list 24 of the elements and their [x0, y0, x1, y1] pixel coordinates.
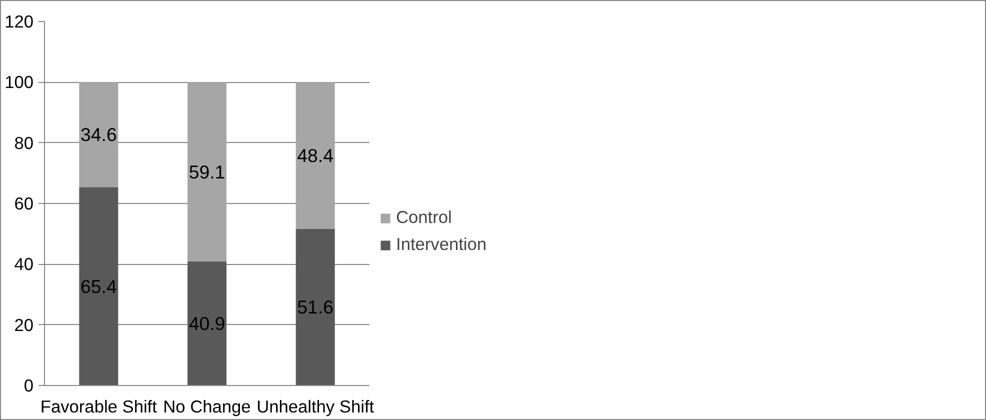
- x-tick-label: Unhealthy Shift: [256, 396, 374, 416]
- y-tick-label: 80: [14, 132, 34, 153]
- data-label: 40.9: [188, 312, 226, 334]
- data-label: 65.4: [80, 276, 117, 297]
- data-label: 59.1: [188, 161, 226, 182]
- bar: [296, 228, 335, 386]
- data-label: 34.6: [80, 124, 117, 146]
- data-label: 48.4: [297, 145, 334, 166]
- bar: [188, 82, 226, 262]
- y-tick-label: 0: [24, 376, 34, 396]
- legend-label: Control: [396, 207, 452, 228]
- y-tick-label: 60: [14, 194, 34, 214]
- y-tick-label: 40: [14, 254, 34, 274]
- x-tick-label: No Change: [163, 396, 251, 416]
- y-tick-label: 100: [4, 72, 34, 92]
- bar: [79, 82, 118, 188]
- data-label: 51.6: [297, 296, 334, 318]
- x-tick-label: Favorable Shift: [40, 396, 158, 416]
- legend-label: Intervention: [396, 234, 487, 255]
- bar: [188, 261, 226, 386]
- y-tick-label: 120: [4, 12, 34, 32]
- bar: [79, 187, 118, 386]
- bar: [296, 82, 335, 229]
- y-tick-label: 20: [14, 314, 34, 335]
